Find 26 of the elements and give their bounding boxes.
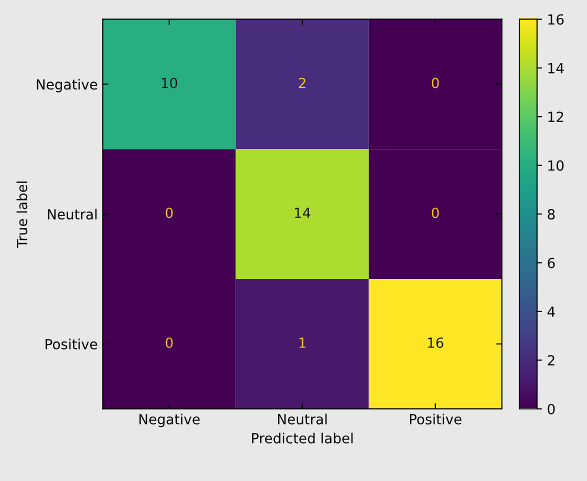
data-label: 0	[432, 208, 439, 218]
color-bar-label: 4	[548, 306, 555, 317]
color-bar-label: 0	[548, 404, 555, 414]
color-bar-label: 14	[548, 63, 564, 74]
y-axis-title: True label	[16, 182, 28, 248]
y-tick-label: Neutral	[48, 208, 97, 220]
data-label: 1	[299, 338, 306, 348]
data-label: 2	[298, 78, 306, 88]
data-label: 0	[432, 78, 439, 88]
color-bar-label: 6	[548, 258, 555, 268]
color-bar-label: 12	[548, 112, 564, 122]
x-tick-label: Negative	[139, 414, 200, 428]
data-label: 16	[428, 337, 444, 348]
x-tick-label: Positive	[410, 414, 462, 424]
data-label: 10	[162, 78, 178, 88]
x-tick-label: Neutral	[278, 414, 327, 424]
data-label: 0	[166, 208, 173, 218]
color-bar-label: 16	[548, 14, 564, 25]
data-label: 14	[294, 208, 310, 218]
x-axis-title: Predicted label	[252, 432, 353, 444]
color-bar-label: 2	[548, 355, 554, 366]
y-tick-label: Negative	[36, 78, 98, 92]
color-bar-label: 10	[548, 160, 564, 171]
color-bar-label: 8	[548, 209, 555, 220]
data-label: 0	[166, 337, 173, 348]
y-tick-label: Positive	[46, 338, 98, 350]
